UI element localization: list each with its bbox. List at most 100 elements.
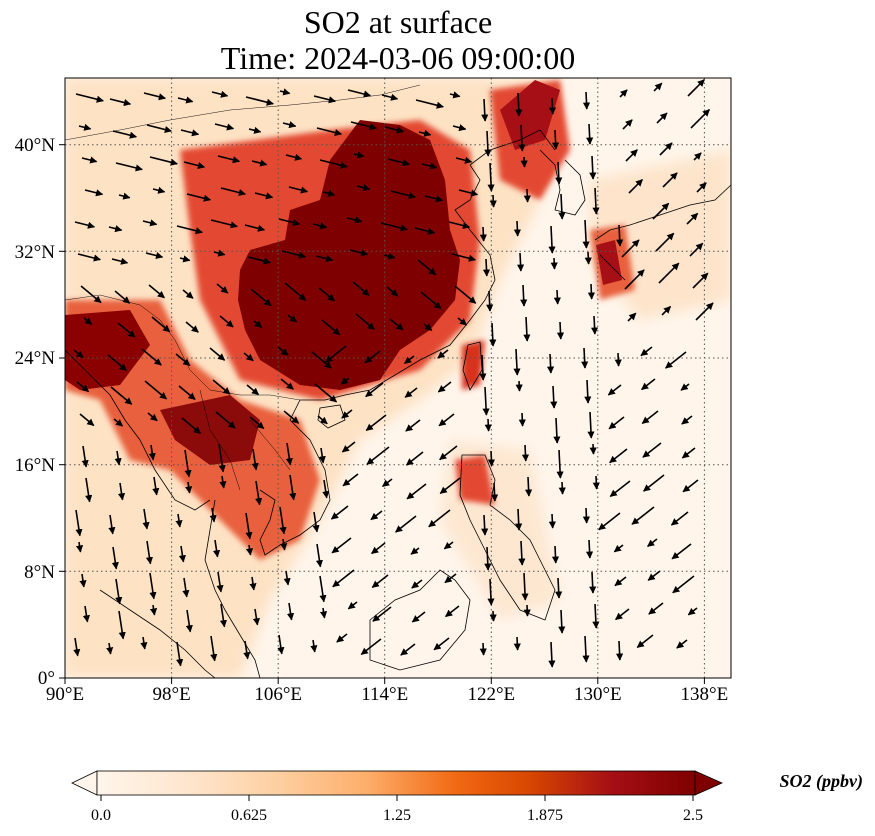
wind-arrow — [457, 317, 468, 326]
wind-arrow — [82, 605, 90, 623]
wind-arrow — [142, 219, 158, 227]
wind-arrow — [648, 602, 664, 615]
wind-arrow — [653, 82, 663, 92]
wind-arrow — [487, 578, 495, 606]
wind-arrow — [255, 480, 263, 506]
wind-arrow — [117, 322, 136, 338]
wind-arrow — [79, 573, 87, 588]
wind-arrow — [145, 252, 164, 260]
wind-arrow — [175, 513, 183, 528]
wind-arrow — [428, 509, 451, 528]
wind-arrow — [671, 543, 692, 560]
wind-arrow — [118, 192, 131, 200]
wind-arrow — [624, 269, 645, 290]
wind-arrow — [682, 479, 699, 493]
wind-arrow — [551, 129, 560, 150]
wind-arrow — [179, 255, 191, 263]
wind-arrow — [108, 225, 123, 233]
wind-arrow — [693, 152, 702, 161]
wind-arrow — [181, 417, 201, 435]
wind-arrow — [658, 262, 680, 284]
wind-arrow — [312, 222, 328, 230]
wind-arrow — [415, 99, 444, 109]
wind-arrow — [390, 190, 416, 200]
wind-arrow — [585, 539, 594, 559]
wind-arrow — [148, 284, 165, 299]
wind-arrow — [184, 449, 192, 478]
wind-arrow — [185, 321, 199, 333]
wind-arrow — [152, 186, 166, 194]
wind-arrow — [433, 637, 450, 651]
wind-arrow — [140, 636, 148, 650]
wind-arrow — [244, 224, 266, 232]
wind-arrow — [655, 232, 675, 252]
wind-arrow — [112, 130, 137, 139]
wind-arrow — [215, 411, 236, 429]
lat-tick-label: 8°N — [24, 562, 55, 583]
wind-arrow — [77, 253, 101, 262]
wind-arrow — [364, 350, 381, 364]
wind-arrow — [178, 385, 196, 401]
wind-arrow — [662, 172, 678, 188]
wind-arrow — [249, 416, 265, 430]
wind-arrow — [516, 252, 525, 272]
wind-arrow — [615, 608, 630, 621]
wind-arrow — [608, 416, 625, 430]
wind-arrow — [151, 316, 171, 333]
wind-arrow — [486, 290, 494, 312]
lat-tick-label: 32°N — [15, 242, 56, 263]
wind-arrow — [524, 476, 533, 497]
lon-tick-label: 122°E — [467, 684, 515, 705]
wind-arrow — [311, 351, 332, 369]
wind-arrow — [370, 510, 383, 521]
wind-arrow — [288, 186, 309, 194]
wind-arrow — [672, 575, 695, 594]
coastline-china — [300, 164, 496, 401]
wind-arrow — [417, 259, 437, 276]
longitude-axis: 90°E 98°E 106°E 114°E 122°E 130°E 138°E — [46, 678, 728, 705]
wind-arrow — [218, 443, 226, 473]
coastline-japan — [594, 184, 731, 281]
wind-arrow — [689, 242, 704, 257]
wind-arrow — [352, 281, 370, 297]
wind-arrow — [219, 315, 234, 328]
wind-arrow — [325, 345, 347, 363]
wind-arrow — [481, 98, 489, 122]
coastline-bay-of-bengal — [65, 349, 211, 511]
wind-arrow — [284, 282, 307, 301]
lon-tick-label: 106°E — [254, 684, 302, 705]
wind-arrow — [553, 417, 561, 444]
wind-arrow — [78, 123, 92, 131]
wind-arrow — [246, 384, 260, 396]
wind-arrow — [481, 514, 489, 536]
wind-arrow — [555, 161, 563, 185]
wind-arrow — [317, 415, 328, 425]
wind-arrow — [680, 383, 690, 391]
wind-arrow — [400, 643, 416, 656]
wind-arrow — [437, 381, 452, 393]
wind-arrow — [451, 253, 476, 262]
wind-arrow — [322, 189, 336, 197]
wind-arrow — [245, 512, 253, 540]
wind-arrow — [582, 507, 590, 524]
wind-arrow — [628, 179, 643, 194]
wind-arrow — [625, 149, 638, 162]
wind-arrow — [640, 346, 653, 357]
wind-arrow — [520, 156, 528, 168]
wind-arrow — [443, 541, 454, 550]
wind-arrow — [589, 443, 597, 455]
wind-arrow — [520, 284, 528, 307]
wind-arrow — [448, 221, 471, 230]
wind-arrow — [411, 579, 423, 589]
wind-arrow — [687, 607, 698, 616]
wind-arrow — [336, 633, 348, 643]
wind-arrow — [316, 127, 342, 137]
colorbar-extend-max — [694, 770, 723, 796]
wind-arrow — [147, 412, 158, 422]
wind-arrow — [371, 542, 386, 555]
coastline-hainan — [317, 404, 346, 429]
wind-arrow — [279, 88, 291, 96]
wind-arrow — [587, 283, 595, 300]
wind-arrow — [584, 379, 592, 404]
wind-arrow — [421, 162, 438, 170]
